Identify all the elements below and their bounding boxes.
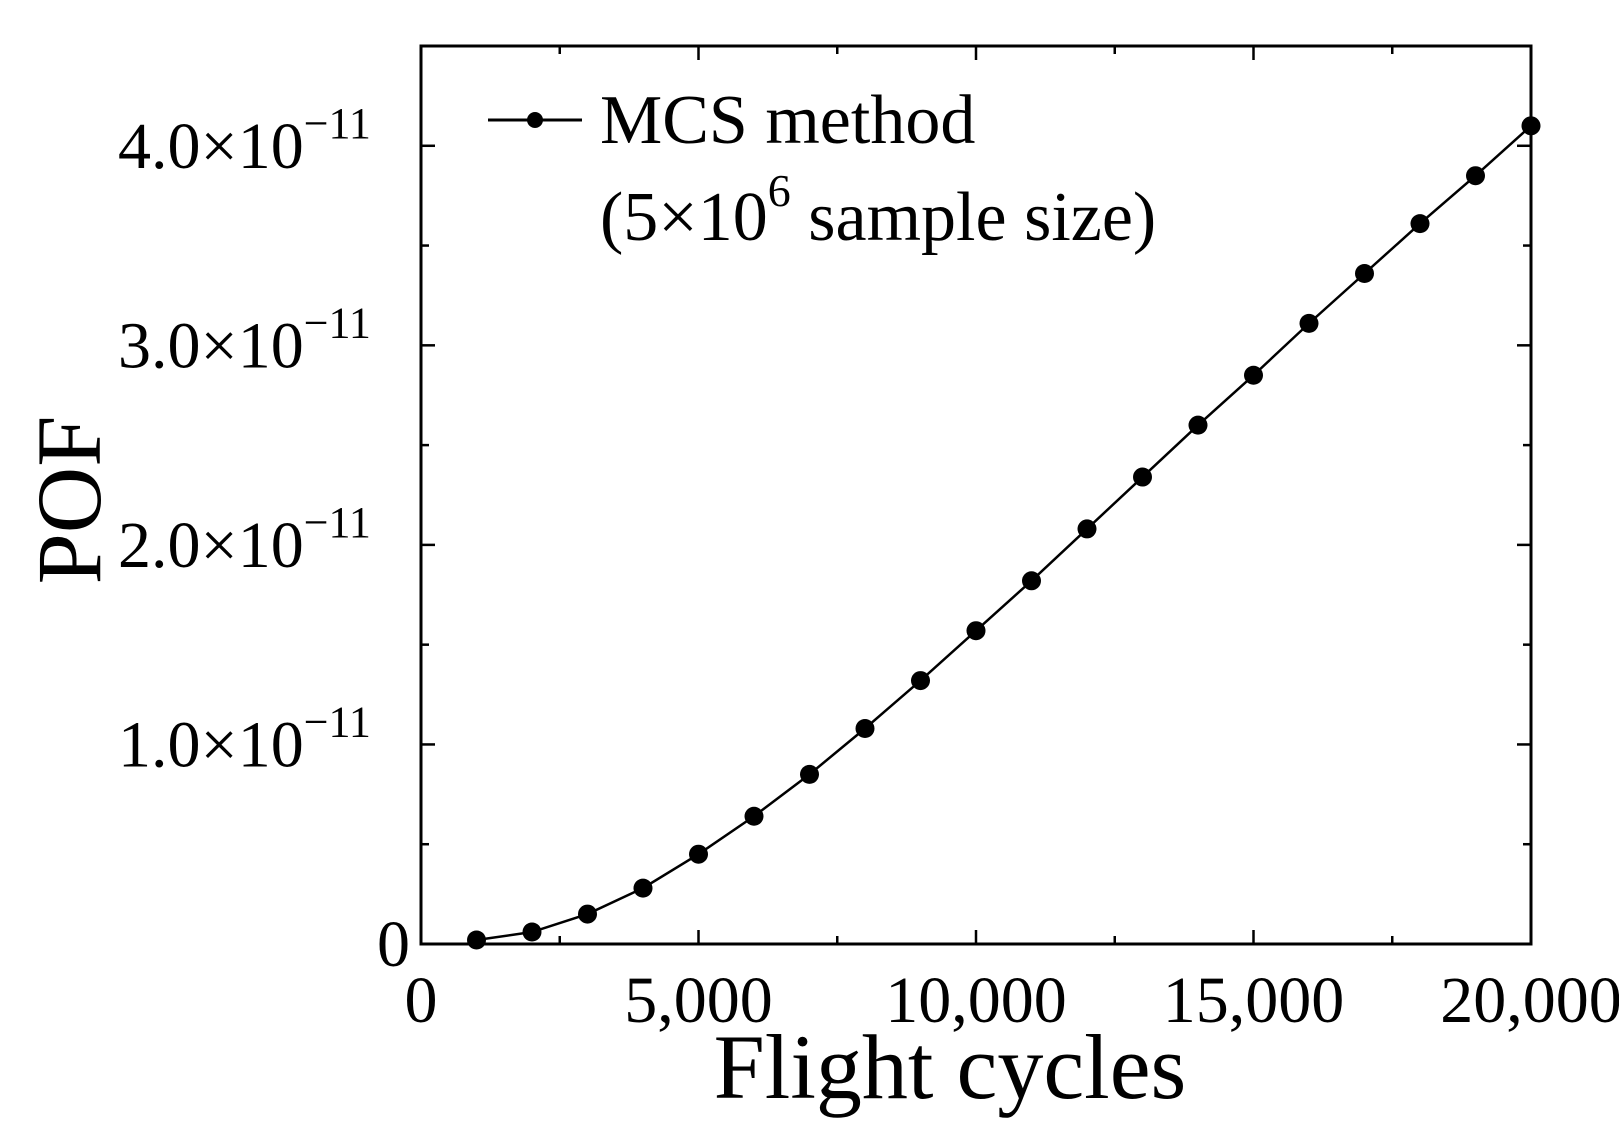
series-point xyxy=(1355,263,1374,283)
y-tick-label: 3.0×10−11 xyxy=(118,298,371,382)
y-tick-label: 1.0×10−11 xyxy=(118,697,371,781)
series-point xyxy=(1133,467,1152,487)
y-axis-label: POF xyxy=(18,416,120,585)
series-point xyxy=(1521,116,1541,136)
series-point xyxy=(689,844,708,864)
series-point xyxy=(966,621,986,641)
x-tick-label: 5,000 xyxy=(624,964,773,1037)
series-point xyxy=(911,671,930,691)
series-point xyxy=(1299,313,1319,333)
legend-marker xyxy=(527,112,543,128)
x-tick-label: 0 xyxy=(405,964,438,1037)
series-point xyxy=(467,930,486,950)
series-point xyxy=(1466,166,1485,186)
legend-label-sample-size: (5×106 sample size) xyxy=(600,165,1156,256)
y-tick-label: 0 xyxy=(377,908,410,981)
y-tick-label: 4.0×10−11 xyxy=(118,99,371,183)
series-point xyxy=(522,922,542,942)
series-line xyxy=(476,124,1532,942)
y-tick-label: 2.0×10−11 xyxy=(118,498,371,582)
series-point xyxy=(800,764,819,784)
x-axis-label: Flight cycles xyxy=(714,1016,1187,1118)
series-point xyxy=(578,904,597,924)
series-point xyxy=(1022,571,1041,591)
series-point xyxy=(1077,519,1097,539)
series-point xyxy=(1244,365,1263,385)
x-tick-label: 20,000 xyxy=(1440,964,1619,1037)
series-point xyxy=(744,806,764,826)
x-tick-label: 15,000 xyxy=(1163,964,1345,1037)
series-point xyxy=(1188,415,1208,435)
series-point xyxy=(633,878,653,898)
series-point xyxy=(855,718,875,738)
legend-label: MCS method xyxy=(600,82,975,159)
x-tick-label: 10,000 xyxy=(885,964,1067,1037)
series-point xyxy=(1410,214,1430,234)
